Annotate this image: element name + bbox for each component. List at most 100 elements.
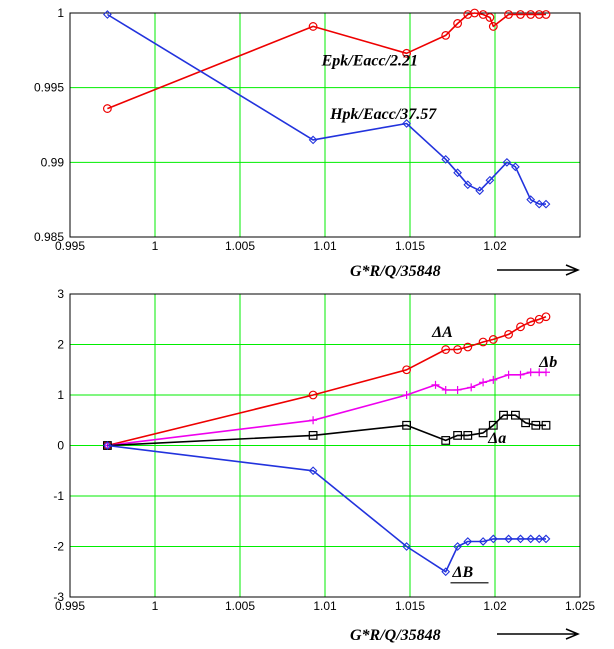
x-tick-label: 0.995	[55, 599, 85, 613]
data-point	[453, 542, 462, 551]
y-tick-label: 1	[57, 6, 64, 20]
data-point	[541, 534, 551, 544]
x-tick-label: 1.025	[565, 599, 595, 613]
data-point	[402, 542, 411, 551]
data-point	[402, 48, 412, 58]
data-point	[534, 534, 544, 544]
data-point	[463, 180, 473, 190]
plot-frame	[69, 293, 581, 598]
y-tick-label: -2	[53, 540, 64, 554]
data-point	[103, 441, 112, 450]
data-point	[470, 8, 480, 18]
series-1	[103, 10, 551, 209]
y-tick-label: 0.99	[41, 155, 65, 169]
y-tick-label: -3	[53, 590, 64, 604]
data-point	[431, 380, 440, 389]
series-line	[106, 13, 546, 205]
data-point	[526, 368, 535, 377]
data-point	[489, 375, 498, 384]
data-point	[504, 10, 514, 19]
data-point	[441, 385, 450, 394]
data-point	[453, 168, 462, 178]
series-1	[103, 368, 550, 450]
series-label: Δa	[487, 430, 506, 447]
data-point	[467, 383, 476, 392]
data-point	[521, 418, 530, 428]
series-label: Δb	[538, 354, 557, 371]
data-point	[308, 466, 318, 476]
data-point	[453, 19, 463, 28]
data-point	[526, 317, 536, 327]
grid	[70, 13, 580, 237]
data-point	[531, 420, 541, 430]
data-point	[516, 370, 525, 379]
data-point	[504, 330, 514, 339]
x-tick-label: 1.005	[225, 239, 255, 253]
series-0	[102, 8, 551, 113]
bottom-panel: 0.995 1 1.005 1.01 1.015 1.02 1.025 -3 -2 -1 0 1 2 3 Δ…	[53, 287, 595, 644]
data-point	[534, 10, 544, 19]
series-label: ΔB	[452, 564, 474, 581]
data-point	[463, 431, 473, 440]
data-point	[441, 154, 451, 164]
data-point	[488, 335, 498, 344]
x-axis-label: G*R/Q/35848	[350, 627, 441, 644]
data-point	[309, 416, 318, 425]
x-tick-label: 1	[152, 599, 159, 613]
series-label: ΔA	[431, 324, 453, 341]
data-point	[308, 390, 318, 400]
series-0	[102, 312, 551, 450]
x-tick-label: 0.995	[55, 239, 85, 253]
x-tick-label: 1	[152, 239, 159, 253]
data-point	[534, 199, 544, 209]
y-tick-label: 0.985	[34, 230, 64, 244]
grid	[70, 294, 580, 597]
data-point	[511, 162, 520, 172]
data-point	[441, 345, 451, 354]
series-2	[102, 410, 551, 450]
series-label: Epk/Eacc/2.21	[321, 52, 418, 69]
x-tick-label: 1.015	[395, 599, 425, 613]
y-tick-label: 1	[57, 388, 64, 402]
series-label: Hpk/Eacc/37.57	[329, 106, 437, 123]
data-point	[488, 534, 498, 544]
x-tick-label: 1.01	[313, 239, 337, 253]
data-point	[485, 13, 495, 22]
data-point	[526, 534, 536, 544]
data-point	[502, 157, 512, 167]
data-point	[463, 537, 473, 546]
data-point	[308, 135, 318, 145]
data-point	[485, 175, 495, 185]
data-point	[535, 368, 544, 377]
tick-labels: 0.995 1 1.005 1.01 1.015 1.02 1.025 -3 -2 -1 0 1 2 3	[53, 287, 595, 613]
data-point	[402, 391, 411, 399]
data-point	[511, 410, 520, 420]
data-point	[542, 368, 550, 377]
data-point	[308, 431, 318, 440]
data-point	[488, 420, 498, 430]
series-line	[107, 315, 547, 447]
data-point	[103, 10, 112, 19]
plot-frame	[69, 12, 581, 238]
data-point	[453, 385, 462, 394]
data-point	[475, 186, 485, 196]
series-3	[103, 441, 551, 577]
data-point	[504, 370, 513, 379]
x-tick-label: 1.02	[483, 599, 507, 613]
data-point	[526, 195, 536, 205]
series-line	[107, 444, 546, 573]
data-point	[541, 420, 551, 430]
data-point	[453, 345, 463, 354]
y-tick-label: 3	[57, 287, 64, 301]
x-tick-label: 1.01	[313, 599, 337, 613]
x-tick-label: 1.015	[395, 239, 425, 253]
data-point	[441, 31, 451, 40]
y-tick-label: -1	[53, 489, 64, 503]
y-tick-label: 0	[57, 439, 64, 453]
data-point	[441, 567, 451, 577]
data-point	[308, 22, 318, 31]
data-point	[453, 431, 462, 440]
data-point	[441, 436, 451, 445]
data-point	[504, 534, 513, 544]
